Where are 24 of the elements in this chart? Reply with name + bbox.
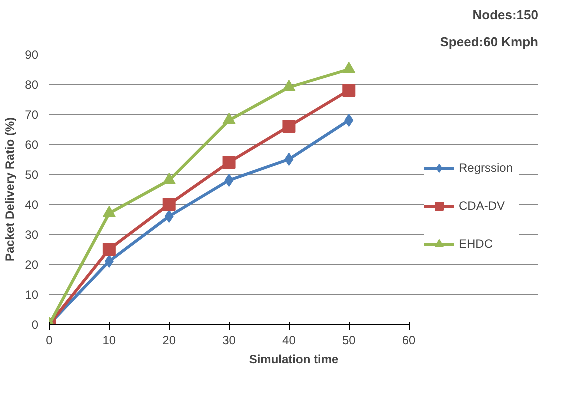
y-tick-label: 90 — [25, 48, 39, 62]
y-tick-label: 70 — [25, 108, 39, 122]
x-tick-label: 60 — [402, 334, 416, 348]
x-axis-title: Simulation time — [249, 352, 339, 366]
x-tick-label: 0 — [46, 334, 54, 348]
legend-label: CDA-DV — [459, 199, 506, 213]
x-tick-label: 10 — [102, 334, 116, 348]
x-tick-label: 50 — [342, 334, 356, 348]
text: Speed:60 Kmph — [440, 34, 539, 50]
y-tick-label: 10 — [25, 288, 39, 302]
y-tick-label: 60 — [25, 138, 39, 152]
legend-label: EHDC — [459, 237, 494, 251]
y-axis-title: Packet Delivery Ratio (%) — [3, 117, 18, 262]
y-tick-label: 80 — [25, 78, 39, 92]
y-tick-label: 50 — [25, 168, 39, 182]
y-tick-label: 0 — [32, 318, 39, 332]
text: Nodes:150 — [472, 8, 538, 22]
x-tick-label: 40 — [282, 334, 296, 348]
x-tick-label: 20 — [162, 334, 176, 348]
y-tick-label: 30 — [25, 228, 39, 242]
y-tick-label: 40 — [25, 198, 39, 212]
y-tick-label: 20 — [25, 258, 39, 272]
x-tick-label: 30 — [222, 334, 236, 348]
legend-label: Regrssion — [459, 161, 514, 175]
